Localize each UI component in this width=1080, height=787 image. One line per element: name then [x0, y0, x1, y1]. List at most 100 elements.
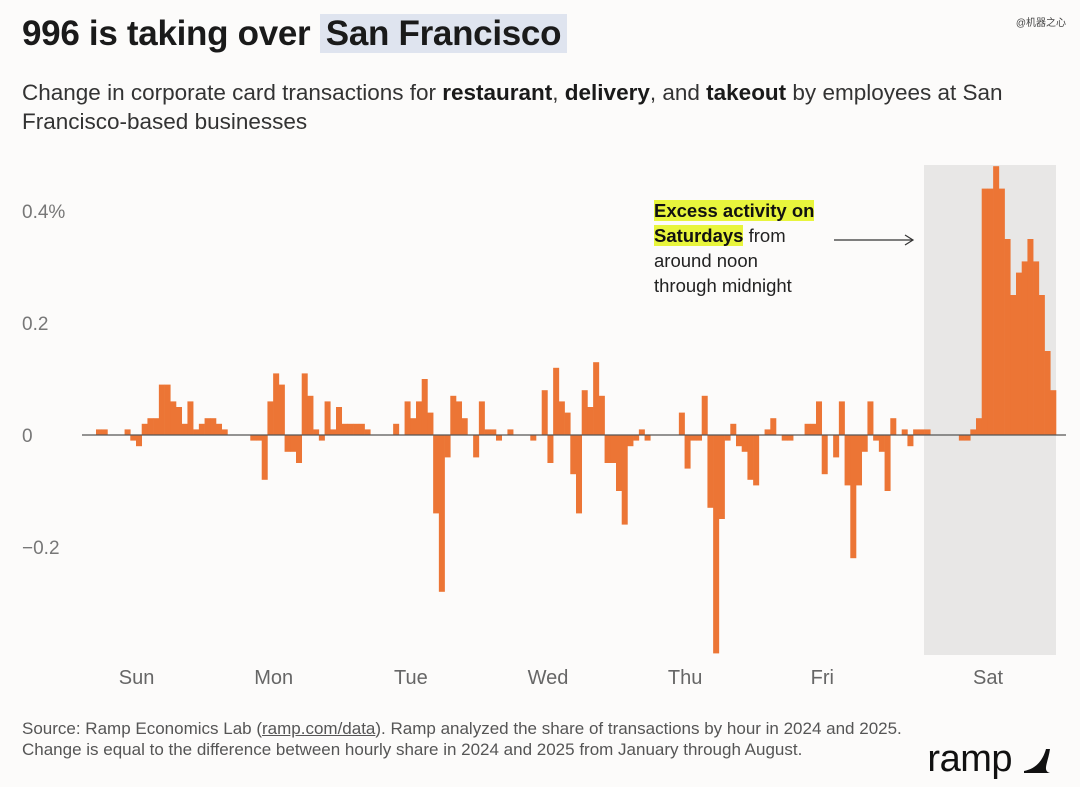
bar-hour-158: [998, 188, 1005, 435]
bar-hour-137: [878, 435, 885, 452]
y-axis-ticks: 0.4% 0.2 0 −0.2: [22, 202, 65, 559]
bar-hour-70: [496, 435, 503, 441]
subtitle-text: by employees at San Francisco-based busi…: [22, 80, 1003, 134]
bar-hour-28: [256, 435, 263, 441]
bar-hour-132: [850, 435, 857, 559]
bar-hour-166: [1044, 351, 1051, 435]
bar-hour-91: [616, 435, 623, 491]
ramp-logo-icon: [1024, 748, 1050, 773]
bar-hour-6: [130, 435, 137, 441]
bar-hour-36: [301, 373, 308, 435]
bar-hour-55: [410, 418, 417, 435]
bar-hour-143: [913, 429, 920, 435]
bar-hour-160: [1010, 295, 1017, 435]
source-text: ). Ramp analyzed the share of transactio…: [22, 719, 902, 759]
y-tick-label: −0.2: [22, 538, 60, 559]
title-prefix: 996 is taking over: [22, 14, 311, 53]
bar-hour-35: [296, 435, 303, 463]
ramp-logo: ramp: [927, 738, 1054, 781]
bar-hour-126: [816, 401, 823, 435]
bar-hour-130: [838, 401, 845, 435]
bar-hour-31: [273, 373, 280, 435]
bar-hour-131: [844, 435, 851, 486]
bar-hour-66: [473, 435, 480, 458]
x-tick-label-mon: Mon: [254, 667, 293, 689]
bar-hour-20: [210, 418, 217, 435]
bar-hour-19: [204, 418, 211, 435]
bar-hour-45: [353, 423, 360, 435]
bar-hour-154: [976, 418, 983, 435]
bar-hour-9: [147, 418, 154, 435]
bar-hour-129: [833, 435, 840, 458]
bar-hour-118: [770, 418, 777, 435]
annotation-highlight: Saturdays: [654, 225, 744, 246]
bar-hour-103: [684, 435, 691, 469]
bar-hour-113: [741, 435, 748, 452]
bar-hour-88: [598, 395, 605, 435]
bar-hour-61: [444, 435, 451, 458]
bar-hour-54: [404, 401, 411, 435]
bar-hour-34: [290, 435, 297, 452]
bar-hour-110: [724, 435, 731, 441]
bar-hour-94: [633, 435, 640, 441]
bar-hour-139: [890, 418, 897, 435]
bar-hour-5: [124, 429, 131, 435]
bar-hour-69: [490, 429, 497, 435]
y-tick-label: 0.4%: [22, 202, 65, 223]
bar-hour-16: [187, 401, 194, 435]
bar-hour-79: [547, 435, 554, 463]
bar-hour-112: [736, 435, 743, 447]
bar-hour-82: [564, 412, 571, 435]
bar-hour-46: [358, 423, 365, 435]
x-tick-label-sat: Sat: [973, 667, 1003, 689]
bar-hour-89: [604, 435, 611, 463]
bar-hour-11: [158, 384, 165, 435]
bar-hour-80: [553, 367, 560, 435]
bar-hour-93: [627, 435, 634, 447]
x-tick-label-thu: Thu: [668, 667, 702, 689]
bar-hour-163: [1027, 239, 1034, 435]
bar-hour-135: [867, 401, 874, 435]
bar-hour-165: [1038, 295, 1045, 435]
bar-hour-43: [341, 423, 348, 435]
chart-subtitle: Change in corporate card transactions fo…: [22, 78, 1072, 136]
source-link[interactable]: ramp.com/data: [262, 719, 376, 738]
bar-hour-90: [610, 435, 617, 463]
bar-hour-92: [621, 435, 628, 525]
bar-hour-57: [421, 379, 428, 435]
bar-hour-153: [970, 429, 977, 435]
bar-hour-108: [713, 435, 720, 654]
bar-hour-138: [884, 435, 891, 491]
subtitle-text: Change in corporate card transactions fo…: [22, 80, 443, 105]
bar-hour-76: [530, 435, 537, 441]
bar-hour-37: [307, 395, 314, 435]
bar-hour-33: [284, 435, 291, 452]
bar-hour-125: [810, 423, 817, 435]
bars-group: [96, 166, 1057, 654]
y-tick-label: 0.2: [22, 314, 48, 335]
bar-hour-86: [587, 407, 594, 435]
annotation-highlight: Excess activity on: [654, 200, 815, 221]
source-text: Source: Ramp Economics Lab (: [22, 719, 262, 738]
annotation-arrow: [834, 234, 915, 246]
bar-hour-67: [478, 401, 485, 435]
bar-hour-159: [1004, 239, 1011, 435]
subtitle-bold: restaurant: [442, 80, 553, 105]
bar-hour-59: [433, 435, 440, 514]
bar-hour-144: [918, 429, 925, 435]
bar-hour-12: [164, 384, 171, 435]
bar-hour-133: [856, 435, 863, 486]
bar-hour-117: [764, 429, 771, 435]
bar-hour-105: [696, 435, 703, 441]
bar-hour-14: [176, 407, 183, 435]
bar-hour-114: [747, 435, 754, 480]
bar-hour-7: [136, 435, 143, 447]
x-tick-label-tue: Tue: [394, 667, 428, 689]
bar-hour-0: [96, 429, 103, 435]
bar-hour-39: [318, 435, 325, 441]
bar-hour-109: [718, 435, 725, 519]
bar-hour-21: [216, 423, 223, 435]
bar-hour-121: [787, 435, 794, 441]
bar-hour-164: [1033, 261, 1040, 435]
